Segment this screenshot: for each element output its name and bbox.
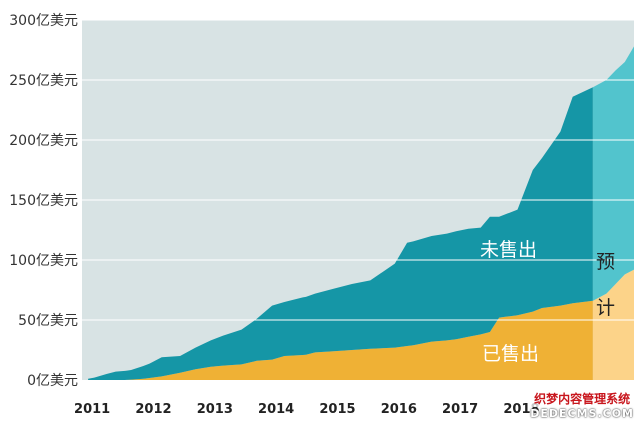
area-unsold	[88, 87, 593, 380]
x-tick-label: 2014	[258, 402, 294, 417]
area-unsold-forecast	[592, 46, 634, 301]
x-axis: 2011 2012 2013 2014 2015 2016 2017 2018	[74, 402, 540, 417]
label-unsold: 未售出	[480, 239, 537, 261]
y-axis: 0亿美元 50亿美元 100亿美元 150亿美元 200亿美元 250亿美元 300亿美元	[9, 13, 78, 389]
x-tick-label: 2016	[381, 402, 417, 417]
x-tick-label: 2017	[442, 402, 478, 417]
grid-lines	[82, 19, 634, 321]
x-tick-label: 2015	[319, 402, 355, 417]
y-tick-label: 300亿美元	[9, 13, 78, 29]
area-sold	[88, 300, 593, 380]
x-tick-label: 2013	[197, 402, 233, 417]
chart-areas	[88, 46, 634, 380]
y-tick-label: 0亿美元	[27, 373, 78, 389]
label-forecast-1: 预	[596, 251, 615, 273]
y-tick-label: 150亿美元	[9, 193, 78, 209]
y-tick-label: 200亿美元	[9, 133, 78, 149]
y-tick-label: 250亿美元	[9, 73, 78, 89]
x-tick-label: 2011	[74, 402, 110, 417]
y-tick-label: 100亿美元	[9, 253, 78, 269]
watermark-line-1: 织梦内容管理系统	[530, 390, 634, 407]
area-labels: 未售出 已售出 预 计	[480, 239, 615, 365]
watermark: 织梦内容管理系统 DEDECMS.COM	[530, 390, 634, 420]
y-tick-label: 50亿美元	[18, 313, 78, 329]
x-tick-label: 2012	[135, 402, 171, 417]
label-sold: 已售出	[482, 343, 539, 365]
watermark-line-2: DEDECMS.COM	[530, 407, 634, 420]
label-forecast-2: 计	[596, 297, 615, 319]
area-sold-forecast	[592, 269, 634, 380]
